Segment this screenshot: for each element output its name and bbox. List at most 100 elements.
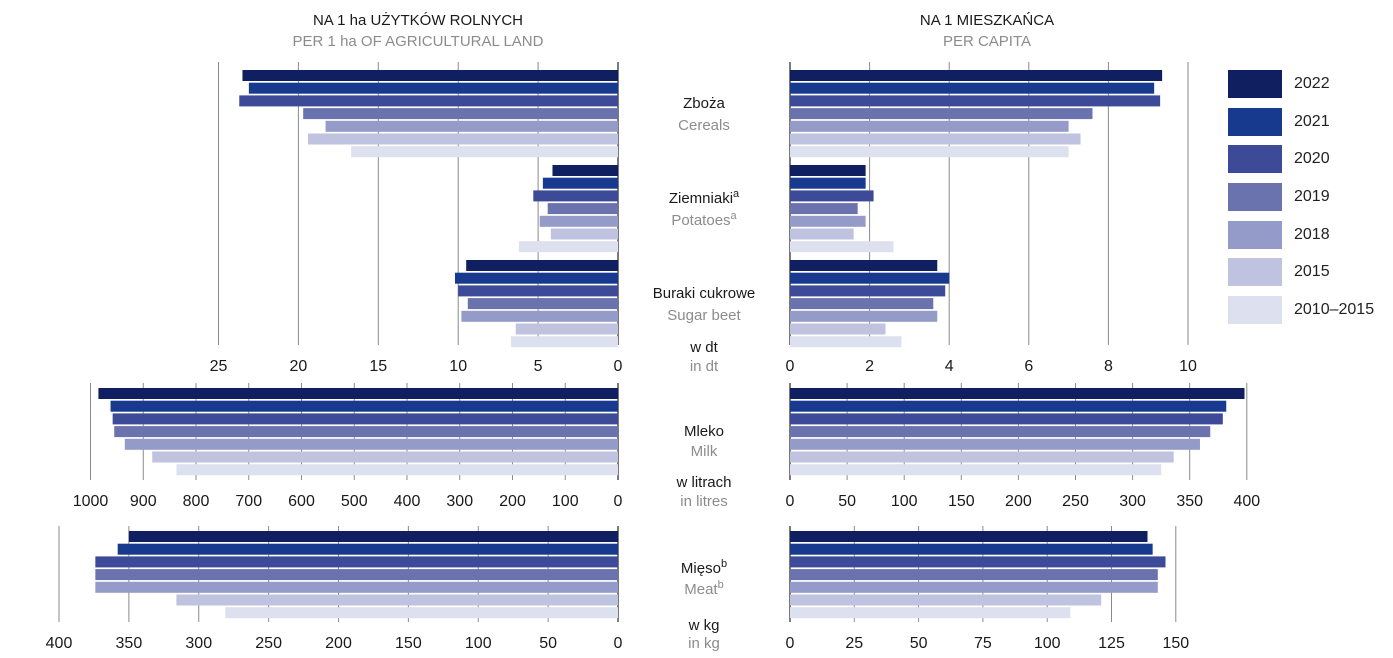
- bar: [95, 581, 618, 593]
- legend-swatch: [1228, 107, 1282, 136]
- x-tick-label: 5: [534, 358, 543, 375]
- right-panel-subtitle: PER CAPITA: [943, 33, 1031, 50]
- bar: [790, 298, 934, 310]
- x-tick-label: 300: [446, 493, 473, 510]
- x-tick-label: 100: [1034, 635, 1061, 652]
- unit-label-en: in litres: [680, 493, 728, 510]
- bar: [533, 190, 618, 202]
- bar: [239, 95, 619, 107]
- bar: [351, 146, 618, 158]
- legend-swatch: [1228, 145, 1282, 174]
- bar: [455, 272, 618, 284]
- x-tick-label: 50: [838, 493, 856, 510]
- x-tick-label: 0: [614, 493, 623, 510]
- x-tick-label: 8: [1104, 358, 1113, 375]
- bar: [124, 438, 618, 450]
- bar: [152, 451, 618, 463]
- x-tick-label: 800: [183, 493, 210, 510]
- x-tick-label: 2: [865, 358, 874, 375]
- x-tick-label: 100: [465, 635, 492, 652]
- x-tick-label: 1000: [73, 493, 109, 510]
- x-tick-label: 0: [786, 635, 795, 652]
- legend-item: 2015: [1228, 258, 1393, 296]
- bar: [790, 260, 938, 271]
- bar: [790, 388, 1245, 399]
- bar: [552, 165, 618, 176]
- bar: [176, 594, 618, 606]
- bar: [790, 272, 950, 284]
- x-tick-label: 50: [539, 635, 557, 652]
- x-tick-label: 200: [325, 635, 352, 652]
- bar: [458, 285, 618, 297]
- plot-area: 25 20 15 10 5 0 0 2 4 6 8 10ZbożaCerealsZiemniakiaP…: [46, 62, 1260, 652]
- bar: [248, 82, 618, 94]
- x-tick-label: 600: [288, 493, 315, 510]
- category-label-en: Meatb: [684, 579, 723, 598]
- legend-swatch: [1228, 70, 1282, 98]
- legend-item: 2020: [1228, 145, 1393, 183]
- x-tick-label: 250: [255, 635, 282, 652]
- bar: [790, 310, 938, 322]
- bar: [303, 108, 618, 120]
- x-tick-label: 150: [1162, 635, 1189, 652]
- bar: [790, 543, 1153, 555]
- x-tick-label: 25: [845, 635, 863, 652]
- bar: [128, 531, 618, 542]
- bar: [790, 285, 946, 297]
- bar: [790, 215, 866, 227]
- bar: [790, 581, 1158, 593]
- x-tick-label: 15: [369, 358, 387, 375]
- legend-label: 2019: [1294, 188, 1330, 206]
- bar: [518, 241, 618, 253]
- legend-label: 2020: [1294, 150, 1330, 168]
- x-tick-label: 75: [974, 635, 992, 652]
- x-tick-label: 100: [891, 493, 918, 510]
- bar: [117, 543, 618, 555]
- x-tick-label: 350: [116, 635, 143, 652]
- bar: [790, 165, 866, 176]
- bar: [225, 607, 619, 619]
- bar: [790, 594, 1102, 606]
- x-tick-label: 300: [1119, 493, 1146, 510]
- legend-label: 2015: [1294, 263, 1330, 281]
- x-tick-label: 0: [614, 358, 623, 375]
- x-tick-label: 100: [552, 493, 579, 510]
- bar: [790, 323, 886, 335]
- bar: [790, 438, 1200, 450]
- unit-label-en: in kg: [688, 635, 720, 652]
- bar: [790, 607, 1071, 619]
- x-tick-label: 200: [499, 493, 526, 510]
- x-tick-label: 500: [341, 493, 368, 510]
- bar: [307, 133, 618, 145]
- bar: [790, 82, 1155, 94]
- bar: [790, 451, 1174, 463]
- unit-label: w dt: [689, 339, 718, 356]
- unit-label: w kg: [688, 617, 720, 634]
- bar: [790, 569, 1158, 581]
- bar: [790, 336, 902, 348]
- bar: [790, 413, 1223, 425]
- bar: [790, 190, 874, 202]
- x-tick-label: 4: [945, 358, 954, 375]
- x-tick-label: 0: [614, 635, 623, 652]
- x-tick-label: 700: [235, 493, 262, 510]
- category-label-en: Sugar beet: [667, 307, 741, 324]
- legend-item: 2021: [1228, 107, 1393, 146]
- x-tick-label: 400: [394, 493, 421, 510]
- bar: [110, 400, 619, 412]
- bar: [790, 108, 1093, 120]
- category-label: Ziemniakia: [669, 188, 740, 207]
- bar: [790, 95, 1161, 107]
- category-label-en: Milk: [691, 443, 718, 460]
- bar: [790, 70, 1163, 81]
- bar: [515, 323, 618, 335]
- legend-label: 2022: [1294, 75, 1330, 92]
- bar: [242, 70, 618, 81]
- category-label-en: Cereals: [678, 117, 730, 134]
- bar: [550, 228, 618, 240]
- x-tick-label: 350: [1176, 493, 1203, 510]
- legend-swatch: [1228, 296, 1282, 325]
- category-label: Mleko: [684, 423, 724, 440]
- x-tick-label: 125: [1098, 635, 1125, 652]
